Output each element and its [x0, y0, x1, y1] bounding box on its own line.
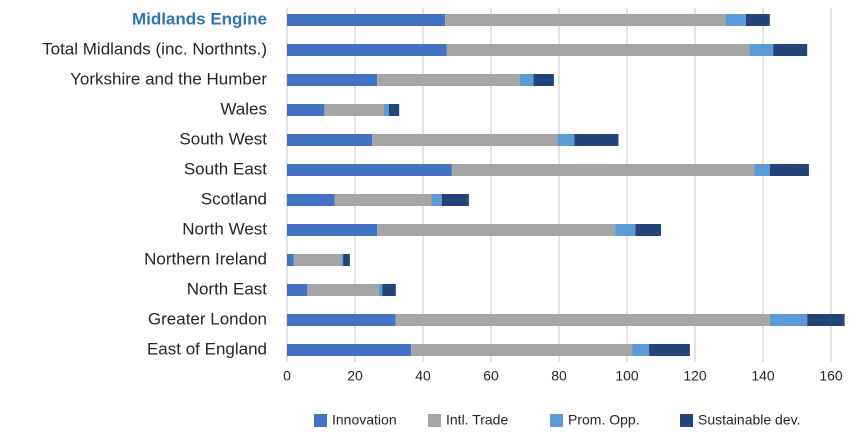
- bar-segment: [293, 254, 342, 266]
- x-tick-label: 120: [683, 368, 707, 384]
- category-label: East of England: [147, 339, 267, 358]
- category-label: Scotland: [201, 189, 267, 208]
- bar-segment: [287, 164, 452, 176]
- bar-segment: [411, 344, 633, 356]
- bar-segment: [334, 194, 432, 206]
- bar-segment: [389, 104, 400, 116]
- bar-segment: [446, 44, 750, 56]
- x-tick-label: 160: [819, 368, 843, 384]
- bar-segment: [649, 344, 690, 356]
- bar-segment: [372, 134, 558, 146]
- category-label: Midlands Engine: [132, 9, 267, 28]
- bar-segment: [307, 284, 379, 296]
- legend-label: Intl. Trade: [446, 412, 508, 428]
- bar-segment: [773, 44, 808, 56]
- bar-segment: [287, 44, 447, 56]
- x-tick-label: 20: [347, 368, 363, 384]
- category-label: Total Midlands (inc. Northnts.): [42, 39, 267, 58]
- bar-segment: [377, 224, 616, 236]
- category-label: North East: [187, 279, 268, 298]
- x-tick-label: 140: [751, 368, 775, 384]
- bar-segment: [574, 134, 619, 146]
- bar-segment: [451, 164, 755, 176]
- bar-segment: [807, 314, 845, 326]
- x-tick-label: 100: [615, 368, 639, 384]
- x-tick-label: 0: [283, 368, 291, 384]
- bar-segment: [754, 164, 770, 176]
- bar-segment: [287, 344, 412, 356]
- category-label: South East: [184, 159, 267, 178]
- legend-swatch: [314, 414, 327, 427]
- bar-segment: [287, 314, 396, 326]
- legend-label: Prom. Opp.: [568, 412, 640, 428]
- category-label: Greater London: [148, 309, 267, 328]
- bar-segment: [287, 224, 378, 236]
- legend-swatch: [428, 414, 441, 427]
- bar-segment: [341, 254, 344, 266]
- bar-segment: [287, 104, 325, 116]
- bar-segment: [632, 344, 650, 356]
- bar-segment: [519, 74, 534, 86]
- bar-segment: [533, 74, 554, 86]
- legend-swatch: [550, 414, 563, 427]
- bar-segment: [725, 14, 746, 26]
- x-tick-label: 60: [483, 368, 499, 384]
- bar-segment: [343, 254, 350, 266]
- bar-segment: [749, 44, 774, 56]
- category-label: Wales: [220, 99, 267, 118]
- bar-segment: [383, 104, 389, 116]
- category-label: Northern Ireland: [144, 249, 267, 268]
- bar-segment: [615, 224, 636, 236]
- bar-segment: [395, 314, 770, 326]
- category-label: Yorkshire and the Humber: [70, 69, 267, 88]
- category-label: North West: [182, 219, 267, 238]
- bar-segment: [287, 284, 308, 296]
- bar-segment: [287, 14, 446, 26]
- bar-segment: [431, 194, 442, 206]
- bar-segment: [382, 284, 396, 296]
- bar-segment: [378, 284, 383, 296]
- bar-segment: [287, 254, 294, 266]
- legend-label: Innovation: [332, 412, 397, 428]
- bar-segment: [287, 134, 372, 146]
- bar-segment: [635, 224, 661, 236]
- legend-label: Sustainable dev.: [698, 412, 800, 428]
- category-label: South West: [179, 129, 267, 148]
- bar-segment: [441, 194, 469, 206]
- legend-swatch: [680, 414, 693, 427]
- x-tick-label: 80: [551, 368, 567, 384]
- bar-segment: [377, 74, 520, 86]
- bar-segment: [287, 74, 378, 86]
- bar-segment: [769, 314, 808, 326]
- bar-segment: [746, 14, 770, 26]
- bar-segment: [445, 14, 726, 26]
- bar-segment: [324, 104, 384, 116]
- bar-segment: [287, 194, 335, 206]
- bar-segment: [557, 134, 575, 146]
- x-tick-label: 40: [415, 368, 431, 384]
- bar-segment: [769, 164, 809, 176]
